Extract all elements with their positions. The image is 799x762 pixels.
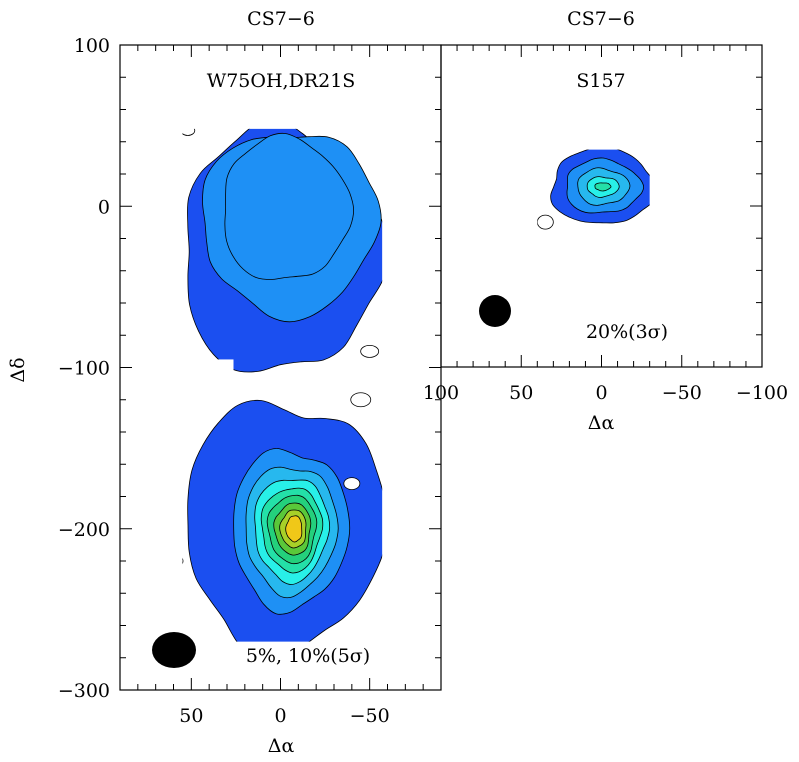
- contour-level-9-south: [285, 515, 303, 543]
- right-panel-title: CS7−6: [567, 8, 635, 30]
- right-x-tick-label: 100: [423, 382, 459, 404]
- contour-hole: [343, 477, 361, 491]
- left-x-tick-label: −50: [350, 705, 390, 727]
- contour-level-2-north: [224, 132, 355, 280]
- right-x-axis-label: Δα: [588, 412, 615, 434]
- right-contour-map: [537, 149, 650, 230]
- left-source-label: W75OH,DR21S: [207, 70, 356, 92]
- contour-hole: [182, 128, 196, 136]
- right-x-tick-label: 50: [509, 382, 533, 404]
- no-data-gap: [182, 359, 234, 374]
- right-x-tick-label: 0: [595, 382, 607, 404]
- left-x-tick-label: 0: [274, 705, 286, 727]
- right-beam-ellipse: [479, 295, 511, 327]
- panel-left: CS7−6 W75OH,DR21S 5%, 10%(5σ) Δα Δδ 50 0 −…: [7, 8, 442, 757]
- y-tick-label: −200: [58, 519, 110, 541]
- y-tick-label: 0: [98, 196, 110, 218]
- right-axis-ticks: [456, 45, 762, 367]
- panel-right: CS7−6 S157 20%(3σ) Δα 100 50 0 −50 −100: [423, 8, 788, 434]
- y-axis-label: Δδ: [7, 357, 29, 382]
- right-source-label: S157: [576, 70, 625, 92]
- right-x-tick-label: −100: [736, 382, 788, 404]
- y-tick-label: −300: [58, 680, 110, 702]
- right-contour-annotation: 20%(3σ): [586, 321, 668, 343]
- contour-hole: [537, 214, 554, 230]
- left-contour-annotation: 5%, 10%(5σ): [246, 645, 370, 667]
- contour-hole: [350, 392, 372, 408]
- contour-hole: [182, 558, 184, 564]
- left-tick-labels: 50 0 −50 100 0 −100 −200 −300: [58, 35, 390, 727]
- left-contour-map: [182, 128, 383, 642]
- contour-hole: [360, 344, 380, 358]
- y-tick-label: −100: [58, 358, 110, 380]
- left-panel-title: CS7−6: [247, 8, 315, 30]
- contour-level-5-s157: [594, 182, 612, 192]
- left-beam-ellipse: [152, 632, 196, 668]
- left-x-tick-label: 50: [179, 705, 203, 727]
- right-x-tick-label: −50: [662, 382, 702, 404]
- right-tick-labels: 100 50 0 −50 −100: [423, 382, 788, 404]
- left-x-axis-label: Δα: [268, 735, 295, 757]
- left-axis-ticks: [120, 44, 441, 691]
- y-tick-label: 100: [74, 35, 110, 57]
